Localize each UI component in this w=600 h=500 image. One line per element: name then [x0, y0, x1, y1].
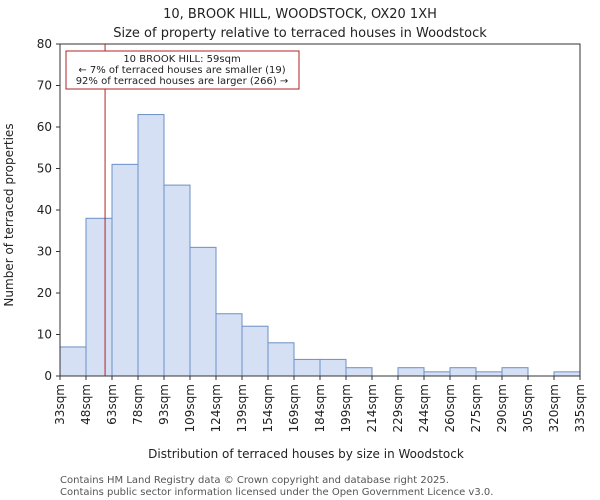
bar-199sqm [345, 367, 373, 377]
annotation-line-2: ← 7% of terraced houses are smaller (19) [78, 65, 285, 76]
x-tick-label: 320sqm [547, 384, 561, 432]
x-tick-label: 275sqm [469, 384, 483, 432]
x-tick-label: 229sqm [391, 384, 405, 432]
x-tick-label: 139sqm [235, 384, 249, 432]
annotation-line-3: 92% of terraced houses are larger (266) … [76, 76, 289, 87]
bar-260sqm [449, 367, 477, 377]
annotation-line-1: 10 BROOK HILL: 59sqm [123, 54, 240, 65]
y-tick-label: 30 [37, 245, 52, 259]
bar-109sqm [189, 246, 217, 377]
x-tick-label: 109sqm [183, 384, 197, 432]
y-tick-label: 70 [37, 79, 52, 93]
bar-275sqm [475, 371, 503, 377]
x-tick-label: 33sqm [53, 384, 67, 425]
bar-244sqm [423, 371, 451, 377]
x-tick-label: 184sqm [313, 384, 327, 432]
x-tick-label: 124sqm [209, 384, 223, 432]
footer-line-2: Contains public sector information licen… [60, 487, 493, 498]
bar-154sqm [267, 342, 295, 377]
plot-frame [59, 43, 581, 377]
y-axis-ticks: 0 10 20 30 40 50 60 70 80 [37, 37, 60, 383]
y-tick-label: 10 [37, 328, 52, 342]
x-tick-label: 78sqm [131, 384, 145, 425]
x-tick-label: 154sqm [261, 384, 275, 432]
y-axis-label: Number of terraced properties [2, 123, 16, 306]
bar-139sqm [241, 325, 269, 377]
bar-229sqm [397, 367, 425, 377]
x-axis-label: Distribution of terraced houses by size … [148, 447, 464, 461]
x-tick-label: 214sqm [365, 384, 379, 432]
annotation-frame [65, 50, 300, 90]
footer-line-1: Contains HM Land Registry data © Crown c… [60, 475, 449, 486]
x-tick-label: 48sqm [79, 384, 93, 425]
bar-290sqm [501, 367, 529, 377]
bar-78sqm [137, 114, 165, 377]
y-tick-label: 20 [37, 286, 52, 300]
bar-320sqm [553, 371, 581, 377]
y-tick-label: 40 [37, 203, 52, 217]
chart-subtitle: Size of property relative to terraced ho… [113, 26, 487, 41]
bar-33sqm [59, 346, 87, 377]
bars [59, 114, 581, 377]
x-tick-label: 244sqm [417, 384, 431, 432]
bar-184sqm [319, 358, 347, 377]
x-axis-ticks: 33sqm 48sqm 63sqm 78sqm 93sqm 109sqm 124sqm 139… [53, 376, 587, 432]
x-tick-label: 290sqm [495, 384, 509, 432]
bar-93sqm [163, 184, 191, 377]
y-tick-label: 50 [37, 162, 52, 176]
x-tick-label: 335sqm [573, 384, 587, 432]
x-tick-label: 169sqm [287, 384, 301, 432]
x-tick-label: 199sqm [339, 384, 353, 432]
y-tick-label: 0 [44, 369, 52, 383]
bar-48sqm [85, 217, 113, 377]
y-tick-label: 80 [37, 37, 52, 51]
chart-title: 10, BROOK HILL, WOODSTOCK, OX20 1XH [163, 7, 437, 22]
y-tick-label: 60 [37, 120, 52, 134]
bar-169sqm [293, 358, 321, 377]
x-tick-label: 93sqm [157, 384, 171, 425]
x-tick-label: 260sqm [443, 384, 457, 432]
bar-63sqm [111, 163, 139, 377]
bar-124sqm [215, 313, 243, 377]
x-tick-label: 63sqm [105, 384, 119, 425]
x-tick-label: 305sqm [521, 384, 535, 432]
annotation-box: 10 BROOK HILL: 59sqm ← 7% of terraced ho… [65, 50, 300, 90]
